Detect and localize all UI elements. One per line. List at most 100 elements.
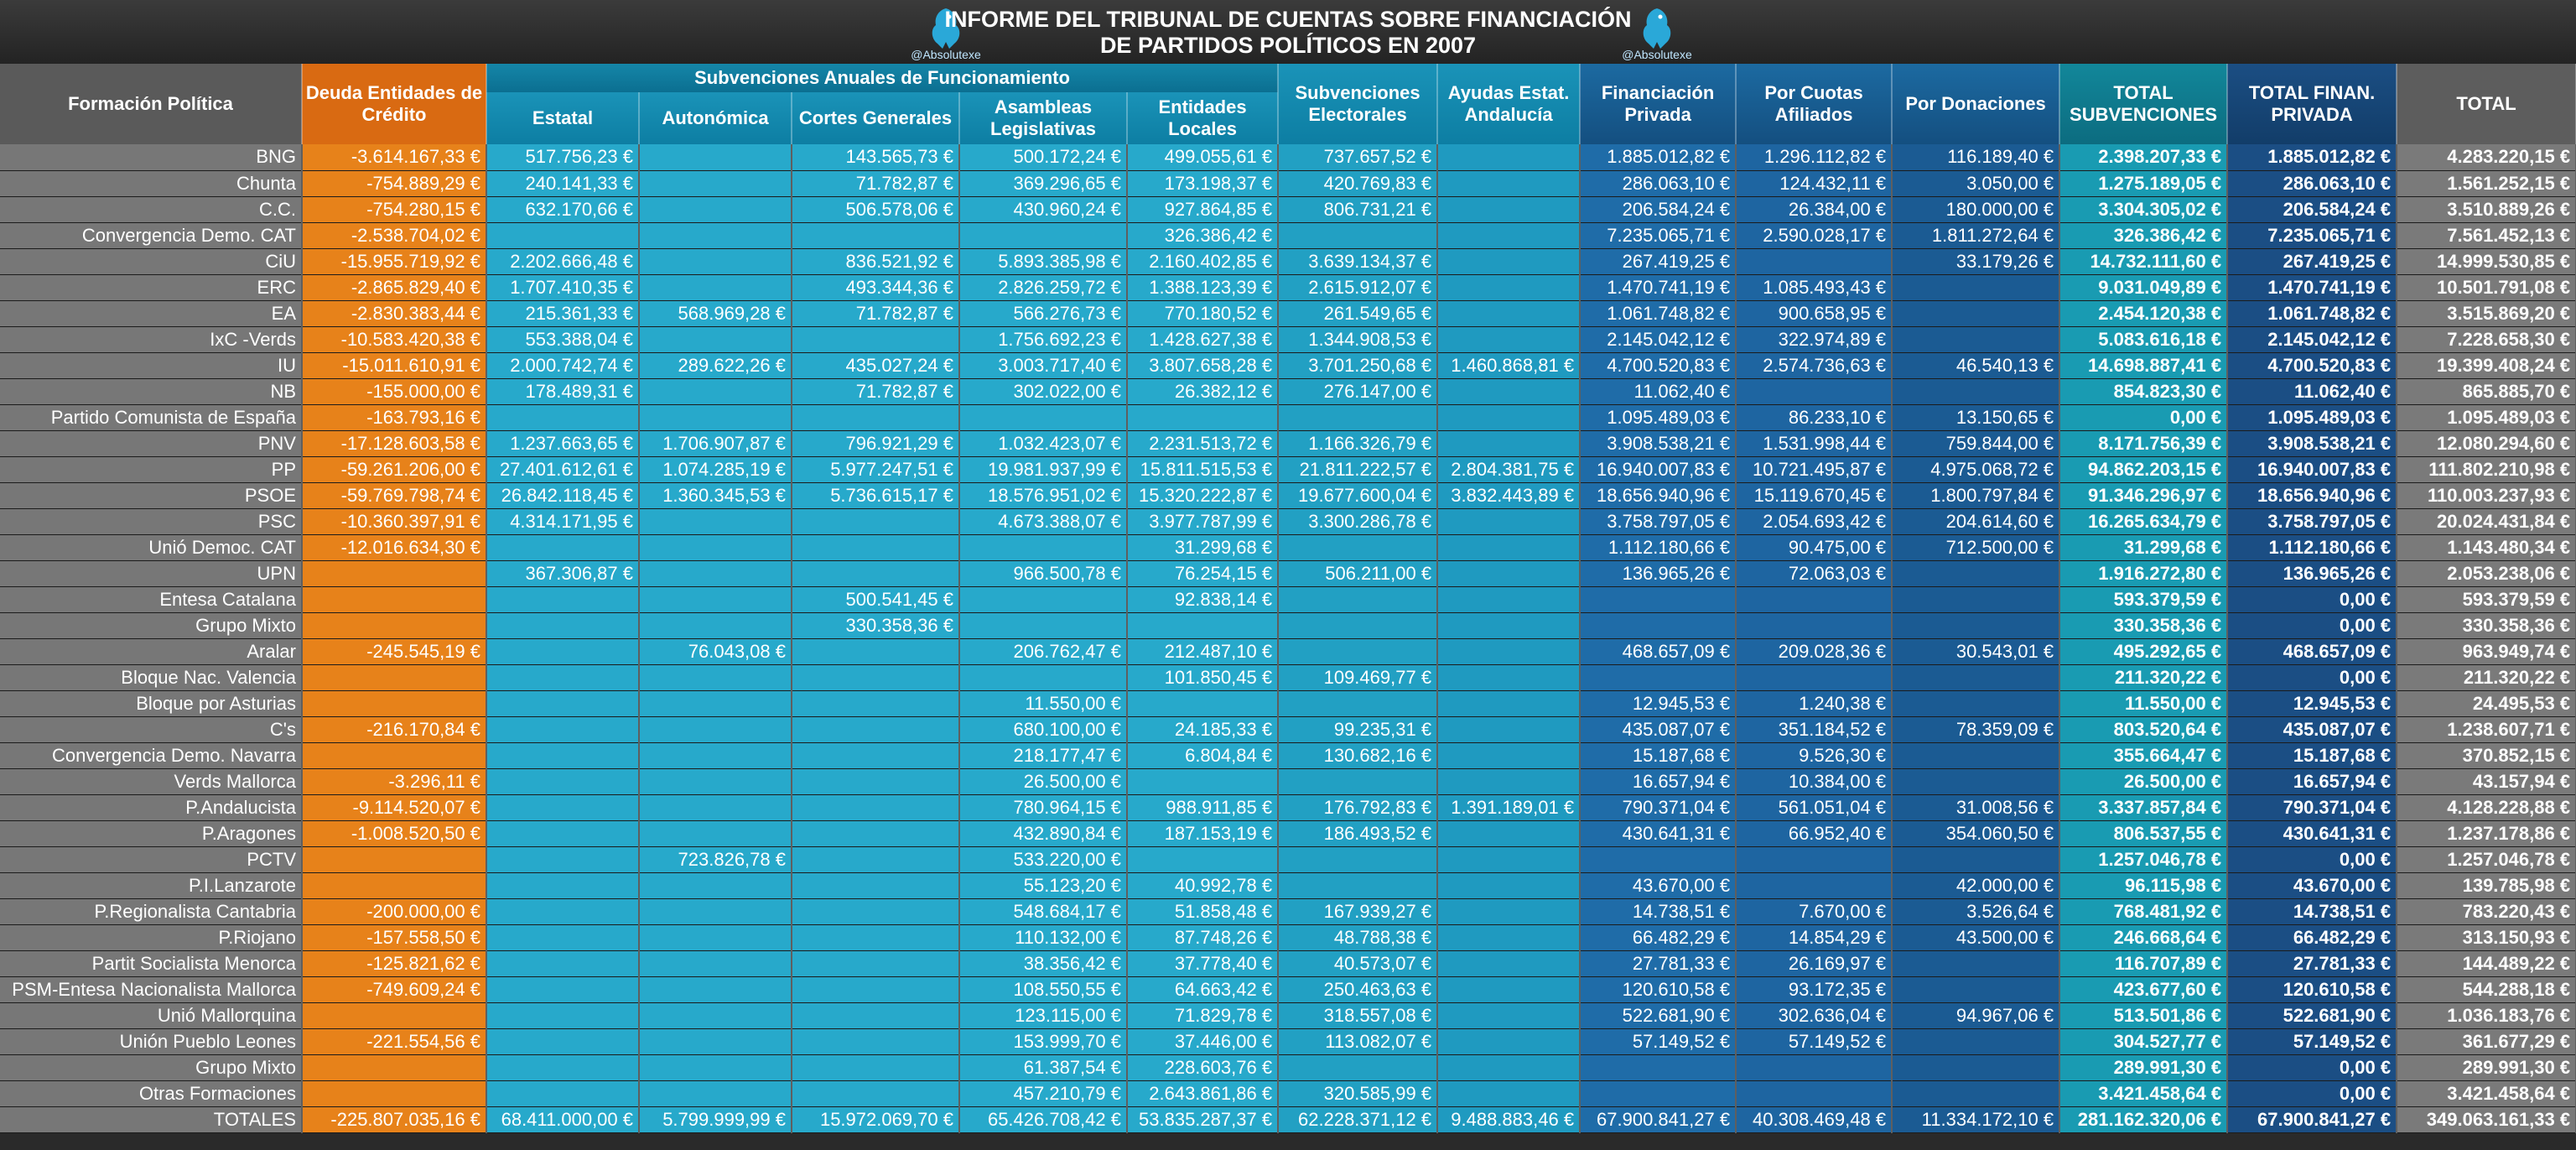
cell-total: 3.421.458,64 € [2397, 1080, 2576, 1107]
cell-afiliados [1736, 248, 1893, 275]
cell-afiliados [1736, 612, 1893, 639]
financing-table: Formación Política Deuda Entidades de Cr… [0, 64, 2576, 1133]
cell-estatal [486, 846, 640, 873]
cell-donaciones: 1.811.272,64 € [1892, 222, 2061, 249]
cell-party-name: Unió Democ. CAT [0, 534, 303, 561]
cell-party-name: P.Andalucista [0, 794, 303, 821]
cell-deuda: -155.000,00 € [302, 378, 487, 405]
cell-autonomica [639, 196, 792, 223]
cell-autonomica [639, 508, 792, 535]
cell-autonomica: 289.622,26 € [639, 352, 792, 379]
eagle-logo-icon [1643, 8, 1671, 49]
cell-total: 110.003.237,93 € [2397, 482, 2576, 509]
cell-cortes: 330.358,36 € [792, 612, 960, 639]
cell-donaciones: 4.975.068,72 € [1892, 456, 2061, 483]
cell-electorales: 40.573,07 € [1278, 950, 1439, 977]
table-row: EA -2.830.383,44 €215.361,33 €568.969,28 … [0, 300, 2576, 327]
cell-estatal [486, 404, 640, 431]
cell-cortes [792, 664, 960, 691]
col-header-afiliados: Por Cuotas Afiliados [1736, 64, 1893, 144]
cell-cortes: 500.541,45 € [792, 586, 960, 613]
cell-estatal [486, 794, 640, 821]
cell-total: 783.220,43 € [2397, 898, 2576, 925]
cell-donaciones: 354.060,50 € [1892, 820, 2061, 847]
cell-party-name: P.I.Lanzarote [0, 872, 303, 899]
cell-locales: 15.811.515,53 € [1127, 456, 1280, 483]
cell-estatal [486, 612, 640, 639]
cell-party-name: PSM-Entesa Nacionalista Mallorca [0, 976, 303, 1003]
cell-estatal: 517.756,23 € [486, 144, 640, 171]
cell-deuda [302, 1054, 487, 1081]
cell-total-subvenciones: 803.520,64 € [2059, 716, 2229, 743]
cell-cortes: 143.565,73 € [792, 144, 960, 171]
cell-party-name: Verds Mallorca [0, 768, 303, 795]
title-bar: @Absolutexe @Absolutexe INFORME DEL TRIB… [0, 0, 2576, 64]
cell-estatal [486, 222, 640, 249]
cell-cortes [792, 768, 960, 795]
cell-privada: 67.900.841,27 € [1580, 1106, 1737, 1133]
cell-total-privada: 120.610,58 € [2227, 976, 2398, 1003]
col-header-autonomica: Autonómica [639, 92, 792, 144]
cell-autonomica [639, 378, 792, 405]
cell-deuda: -221.554,56 € [302, 1028, 487, 1055]
cell-cortes: 71.782,87 € [792, 378, 960, 405]
cell-donaciones: 3.050,00 € [1892, 170, 2061, 197]
cell-total-privada: 12.945,53 € [2227, 690, 2398, 717]
cell-afiliados: 1.085.493,43 € [1736, 274, 1893, 301]
table-row: PSM-Entesa Nacionalista Mallorca -749.609… [0, 976, 2576, 1003]
cell-cortes [792, 508, 960, 535]
cell-total-subvenciones: 1.916.272,80 € [2059, 560, 2229, 587]
cell-total-subvenciones: 593.379,59 € [2059, 586, 2229, 613]
cell-locales: 71.829,78 € [1127, 1002, 1280, 1029]
cell-afiliados: 561.051,04 € [1736, 794, 1893, 821]
cell-total-subvenciones: 304.527,77 € [2059, 1028, 2229, 1055]
cell-party-name: Grupo Mixto [0, 1054, 303, 1081]
cell-total: 1.561.252,15 € [2397, 170, 2576, 197]
cell-asambleas: 780.964,15 € [959, 794, 1128, 821]
cell-privada: 120.610,58 € [1580, 976, 1737, 1003]
cell-party-name: CiU [0, 248, 303, 275]
cell-asambleas [959, 664, 1128, 691]
cell-privada: 286.063,10 € [1580, 170, 1737, 197]
cell-total-privada: 468.657,09 € [2227, 638, 2398, 665]
cell-total-privada: 430.641,31 € [2227, 820, 2398, 847]
cell-total: 865.885,70 € [2397, 378, 2576, 405]
cell-party-name: Bloque Nac. Valencia [0, 664, 303, 691]
cell-estatal: 632.170,66 € [486, 196, 640, 223]
cell-cortes [792, 794, 960, 821]
cell-locales [1127, 768, 1280, 795]
cell-total: 7.561.452,13 € [2397, 222, 2576, 249]
cell-party-name: TOTALES [0, 1106, 303, 1133]
cell-afiliados: 57.149,52 € [1736, 1028, 1893, 1055]
cell-electorales: 109.469,77 € [1278, 664, 1439, 691]
cell-donaciones [1892, 1028, 2061, 1055]
cell-estatal: 4.314.171,95 € [486, 508, 640, 535]
cell-party-name: EA [0, 300, 303, 327]
cell-electorales: 1.344.908,53 € [1278, 326, 1439, 353]
cell-electorales: 99.235,31 € [1278, 716, 1439, 743]
cell-locales: 37.446,00 € [1127, 1028, 1280, 1055]
cell-total-subvenciones: 16.265.634,79 € [2059, 508, 2229, 535]
table-row: Grupo Mixto 330.358,36 €330.358,36 €0,00 … [0, 612, 2576, 639]
table-row: Unió Democ. CAT -12.016.634,30 € 31.299,68… [0, 534, 2576, 561]
cell-total-privada: 0,00 € [2227, 612, 2398, 639]
cell-autonomica [639, 742, 792, 769]
cell-deuda: -3.296,11 € [302, 768, 487, 795]
cell-deuda [302, 664, 487, 691]
cell-privada [1580, 612, 1737, 639]
cell-total-privada: 0,00 € [2227, 846, 2398, 873]
cell-donaciones: 1.800.797,84 € [1892, 482, 2061, 509]
cell-total: 4.283.220,15 € [2397, 144, 2576, 171]
cell-cortes: 796.921,29 € [792, 430, 960, 457]
cell-electorales: 62.228.371,12 € [1278, 1106, 1439, 1133]
col-header-total-privada: TOTAL FINAN. PRIVADA [2227, 64, 2398, 144]
cell-donaciones: 3.526,64 € [1892, 898, 2061, 925]
cell-autonomica [639, 170, 792, 197]
cell-cortes [792, 1054, 960, 1081]
cell-andalucia [1437, 274, 1581, 301]
cell-cortes: 5.977.247,51 € [792, 456, 960, 483]
cell-locales: 26.382,12 € [1127, 378, 1280, 405]
cell-afiliados: 26.384,00 € [1736, 196, 1893, 223]
cell-donaciones: 116.189,40 € [1892, 144, 2061, 171]
